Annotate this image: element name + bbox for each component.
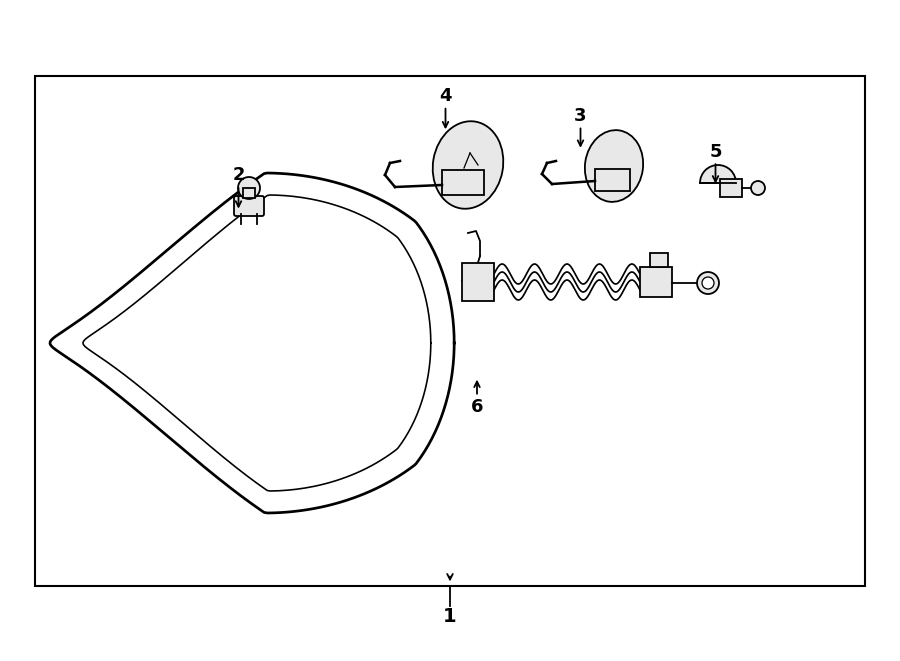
Text: 4: 4	[439, 87, 452, 105]
Circle shape	[238, 177, 260, 199]
Circle shape	[697, 272, 719, 294]
Bar	[243, 188, 255, 198]
Circle shape	[702, 277, 714, 289]
Bar	[720, 179, 742, 197]
Bar	[640, 267, 672, 297]
Bar	[35, 76, 865, 586]
Text: 1: 1	[443, 607, 457, 625]
Bar	[595, 169, 630, 191]
Wedge shape	[700, 165, 736, 183]
Text: 2: 2	[232, 166, 245, 184]
Text: 5: 5	[709, 143, 722, 161]
Bar	[442, 170, 484, 195]
Ellipse shape	[585, 130, 644, 202]
Ellipse shape	[433, 121, 503, 209]
Bar	[650, 253, 668, 267]
Text: 6: 6	[471, 397, 483, 416]
Text: 3: 3	[574, 106, 587, 125]
Bar	[462, 263, 494, 301]
FancyBboxPatch shape	[234, 196, 264, 216]
Circle shape	[751, 181, 765, 195]
